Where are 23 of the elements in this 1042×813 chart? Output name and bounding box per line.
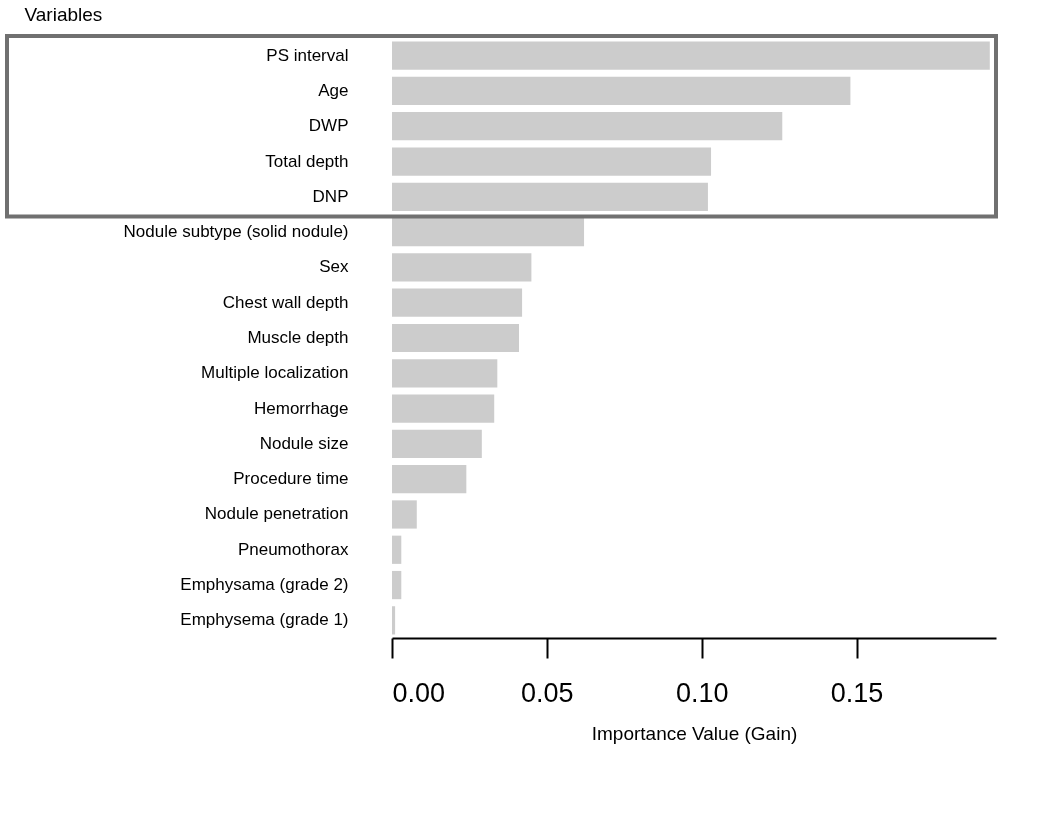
y-tick-label: Muscle depth [247, 328, 349, 347]
x-tick-label: 0.15 [830, 677, 884, 708]
y-tick-label: Nodule subtype (solid nodule) [123, 222, 349, 242]
y-tick-label: Hemorrhage [254, 398, 349, 418]
y-tick-label: Emphysama (grade 2) [180, 575, 349, 595]
y-axis-title: Variables [24, 3, 103, 25]
y-tick-label: Total depth [265, 151, 349, 171]
y-tick-label: PS interval [266, 45, 349, 65]
x-axis-title: Importance Value (Gain) [591, 722, 798, 744]
y-tick-label: Nodule penetration [204, 504, 349, 524]
y-tick-label: Multiple localization [201, 363, 349, 383]
y-tick-label: Emphysema (grade 1) [180, 610, 349, 630]
y-tick-label: Sex [319, 257, 349, 277]
x-tick-label: 0.05 [521, 677, 574, 708]
x-tick-label: 0.10 [675, 677, 729, 708]
y-tick-label: Chest wall depth [222, 292, 349, 312]
y-tick-label: Age [318, 80, 349, 100]
y-tick-label: DNP [312, 186, 349, 206]
y-tick-label: Pneumothorax [237, 539, 349, 559]
x-tick-label: 0.00 [392, 677, 446, 708]
y-tick-label: DWP [308, 116, 349, 136]
y-tick-label: Procedure time [233, 469, 349, 489]
y-tick-label: Nodule size [259, 433, 349, 453]
